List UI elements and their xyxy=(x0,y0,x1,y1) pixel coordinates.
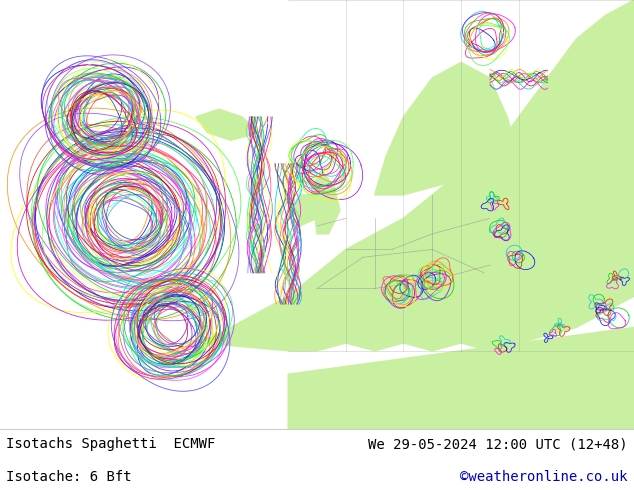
Polygon shape xyxy=(294,195,317,226)
Polygon shape xyxy=(311,172,340,234)
Text: Isotache: 6 Bft: Isotache: 6 Bft xyxy=(6,469,132,484)
Polygon shape xyxy=(196,109,259,140)
Polygon shape xyxy=(375,62,519,195)
Polygon shape xyxy=(288,327,634,429)
Text: ©weatheronline.co.uk: ©weatheronline.co.uk xyxy=(460,469,628,484)
Polygon shape xyxy=(202,0,634,351)
Text: Isotachs Spaghetti  ECMWF: Isotachs Spaghetti ECMWF xyxy=(6,437,216,451)
Text: We 29-05-2024 12:00 UTC (12+48): We 29-05-2024 12:00 UTC (12+48) xyxy=(368,437,628,451)
